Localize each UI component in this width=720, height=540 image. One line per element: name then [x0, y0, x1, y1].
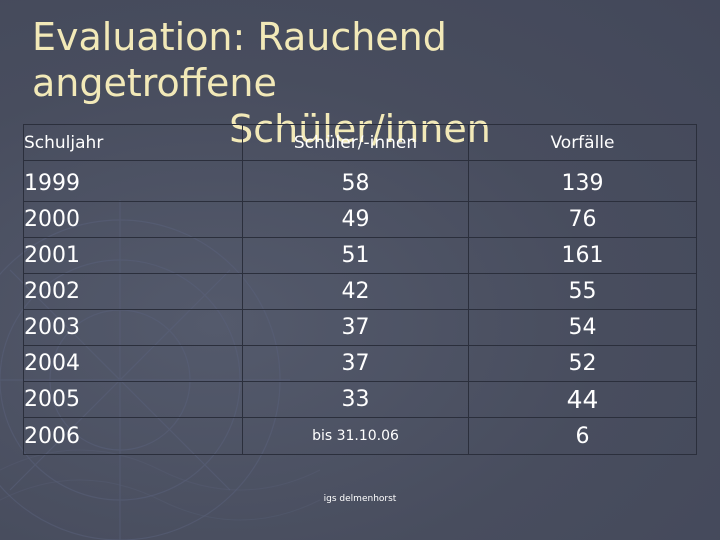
cell-students: 42 — [242, 273, 469, 310]
cell-incidents: 54 — [468, 309, 697, 346]
header-schuljahr: Schuljahr — [23, 124, 243, 161]
table-row: 2004 37 52 — [23, 345, 697, 382]
table-header-row: Schuljahr Schüler/-innen Vorfälle — [23, 124, 697, 161]
cell-year: 2000 — [23, 201, 243, 238]
table-row: 2006 bis 31.10.06 6 — [23, 417, 697, 455]
cell-incidents: 52 — [468, 345, 697, 382]
table-row: 2005 33 44 — [23, 381, 697, 418]
table-row: 2002 42 55 — [23, 273, 697, 310]
cell-students: 37 — [242, 345, 469, 382]
cell-students-note: bis 31.10.06 — [242, 417, 469, 455]
statistics-table: Schuljahr Schüler/-innen Vorfälle 1999 5… — [23, 124, 697, 455]
table-row: 2001 51 161 — [23, 237, 697, 274]
cell-students: 33 — [242, 381, 469, 418]
header-vorfaelle: Vorfälle — [468, 124, 697, 161]
footer-text: igs delmenhorst — [323, 494, 397, 504]
cell-students: 37 — [242, 309, 469, 346]
table-row: 2000 49 76 — [23, 201, 697, 238]
header-schueler: Schüler/-innen — [242, 124, 469, 161]
cell-year: 2002 — [23, 273, 243, 310]
cell-incidents: 76 — [468, 201, 697, 238]
cell-students: 51 — [242, 237, 469, 274]
cell-year: 2001 — [23, 237, 243, 274]
cell-incidents: 139 — [468, 160, 697, 202]
cell-incidents: 44 — [468, 381, 697, 418]
cell-incidents: 55 — [468, 273, 697, 310]
cell-year: 2006 — [23, 417, 243, 455]
cell-students: 58 — [242, 160, 469, 202]
cell-year: 1999 — [23, 160, 243, 202]
cell-incidents: 161 — [468, 237, 697, 274]
table-row: 1999 58 139 — [23, 160, 697, 202]
cell-year: 2005 — [23, 381, 243, 418]
title-line-1: Evaluation: Rauchend angetroffene — [32, 15, 447, 105]
cell-students: 49 — [242, 201, 469, 238]
table-row: 2003 37 54 — [23, 309, 697, 346]
cell-year: 2003 — [23, 309, 243, 346]
cell-incidents: 6 — [468, 417, 697, 455]
cell-year: 2004 — [23, 345, 243, 382]
